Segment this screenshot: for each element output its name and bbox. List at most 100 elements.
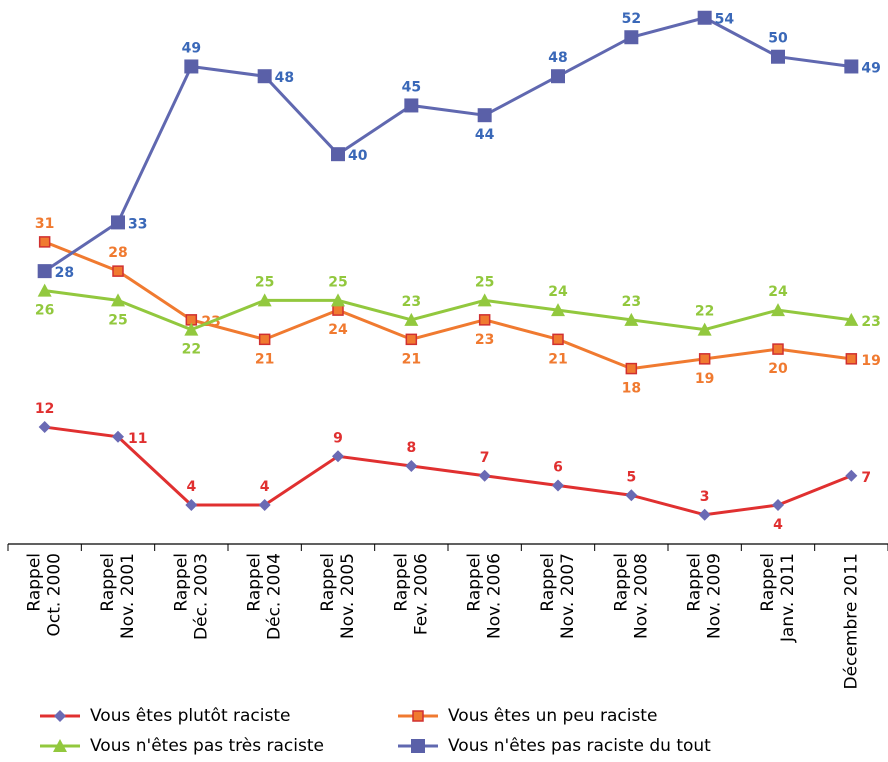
marker [332, 450, 344, 463]
x-tick-label-line: Décembre 2011 [841, 553, 861, 689]
legend-label: Vous n'êtes pas très raciste [90, 736, 324, 756]
x-tick-label: Rappel Fev. 2006 [391, 553, 431, 635]
marker [771, 49, 785, 64]
data-label: 48 [548, 50, 567, 66]
marker [624, 312, 639, 326]
marker [551, 69, 565, 84]
marker [53, 739, 67, 752]
x-tick-label: Rappel Déc. 2004 [245, 553, 285, 640]
marker [552, 479, 564, 492]
line [43, 16, 852, 273]
marker [697, 10, 712, 25]
data-label: 8 [406, 440, 416, 456]
data-label: 6 [553, 460, 563, 476]
x-tick-label: Rappel Oct. 2000 [25, 553, 65, 636]
data-label: 21 [402, 351, 421, 367]
data-label: 18 [622, 381, 641, 397]
x-tick-label-line: Oct. 2000 [45, 553, 65, 636]
data-label: 12 [35, 401, 54, 417]
marker [845, 353, 858, 365]
data-label: 40 [348, 148, 368, 164]
x-tick-label-line: Rappel [25, 553, 45, 612]
marker [111, 215, 125, 230]
marker [257, 293, 272, 307]
data-label: 7 [861, 470, 871, 486]
x-tick-label: Rappel Nov. 2009 [685, 553, 725, 639]
data-label: 28 [55, 265, 74, 281]
data-label: 21 [548, 351, 567, 367]
marker [844, 312, 859, 326]
line [44, 289, 852, 332]
legend-label: Vous n'êtes pas raciste du tout [448, 736, 711, 756]
x-tick-label-line: Janv. 2011 [778, 553, 798, 643]
data-label: 52 [622, 11, 641, 27]
marker [404, 98, 419, 113]
data-label: 4 [186, 479, 196, 495]
x-tick-label-line: Nov. 2005 [338, 553, 358, 639]
marker [625, 362, 638, 375]
marker [845, 469, 858, 482]
data-label: 19 [861, 353, 880, 369]
x-tick-label-line: Rappel [245, 553, 265, 612]
data-label: 24 [548, 284, 568, 300]
legend-label: Vous êtes plutôt raciste [90, 706, 290, 726]
marker [258, 499, 271, 512]
marker [258, 333, 271, 346]
data-label: 25 [475, 274, 494, 290]
data-label: 20 [768, 361, 788, 377]
x-tick-label-line: Nov. 2007 [558, 553, 578, 639]
x-tick-label-line: Nov. 2008 [631, 553, 651, 639]
marker [405, 333, 418, 346]
marker [257, 69, 272, 84]
data-label: 21 [255, 351, 274, 367]
data-label: 24 [768, 284, 788, 300]
marker [54, 710, 66, 722]
data-label: 44 [475, 127, 495, 143]
x-tick-label-line: Fev. 2006 [411, 553, 431, 635]
marker [552, 333, 564, 346]
data-label: 7 [480, 450, 490, 466]
data-label: 3 [700, 489, 710, 505]
marker [112, 430, 124, 443]
marker [112, 265, 124, 277]
marker [411, 739, 425, 753]
data-label: 11 [128, 431, 147, 447]
data-label: 54 [715, 12, 735, 28]
data-label: 48 [275, 70, 294, 86]
marker [844, 59, 859, 74]
x-tick-label-line: Rappel [758, 553, 778, 612]
marker [697, 322, 712, 336]
marker [625, 489, 638, 502]
marker [184, 322, 199, 336]
data-label: 5 [626, 469, 636, 485]
data-label: 50 [768, 31, 788, 47]
x-tick-label-line: Rappel [318, 553, 338, 612]
data-label: 25 [108, 312, 127, 328]
marker [184, 59, 199, 74]
x-tick-label-line: Nov. 2001 [118, 553, 138, 639]
line [44, 240, 852, 371]
marker [37, 283, 52, 297]
marker [331, 293, 345, 307]
marker [37, 264, 52, 279]
marker [405, 460, 418, 473]
x-tick-label: Rappel Nov. 2007 [538, 553, 578, 639]
x-tick-label: Rappel Nov. 2006 [465, 553, 505, 639]
marker [477, 293, 492, 307]
legend-label: Vous êtes un peu raciste [448, 706, 657, 726]
x-tick-label-line: Rappel [611, 553, 631, 612]
data-label: 25 [328, 274, 347, 290]
x-tick-label-line: Nov. 2006 [485, 553, 505, 639]
marker [551, 303, 565, 317]
data-label: 22 [695, 304, 714, 320]
marker [38, 421, 51, 434]
x-tick-label-line: Rappel [98, 553, 118, 612]
x-tick-label-line: Déc. 2004 [265, 553, 285, 640]
marker [772, 499, 784, 512]
data-label: 23 [402, 294, 421, 310]
marker [771, 303, 785, 317]
x-tick-label-line: Nov. 2009 [705, 553, 725, 639]
line [44, 425, 852, 517]
x-tick-label: Rappel Janv. 2011 [758, 553, 798, 643]
